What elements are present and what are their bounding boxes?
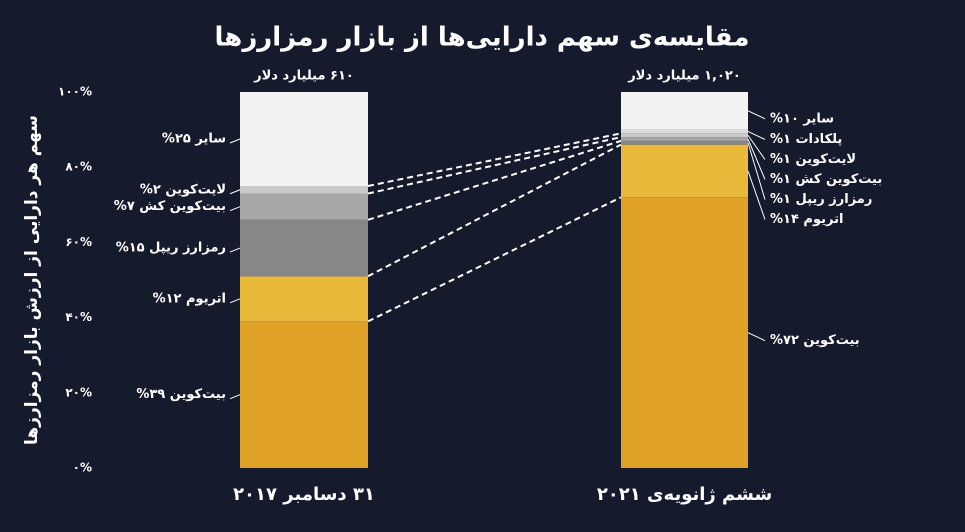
total-label: ۶۱۰ میلیارد دلار [253,69,354,84]
leader-line [747,332,766,342]
connector [367,196,622,323]
bar-segment [621,129,748,134]
data-label: رمزارز ریپل ۱۵% [116,241,226,256]
y-tick-label: ۸۰% [65,160,92,174]
bar-segment [240,219,368,277]
leader-line [229,298,241,304]
connector [367,136,622,195]
data-label: بیت‌کوین کش ۱% [770,172,882,187]
leader-line [747,142,766,200]
data-label: سایر ۱۰% [770,111,834,126]
bar-segment [240,276,368,322]
data-label: اتریوم ۱۴% [770,212,843,227]
data-label: بیت‌کوین کش ۷% [114,199,226,214]
y-axis-title: سهم هر دارایی از ارزش بازار رمزارزها [22,115,42,445]
bar-segment [621,197,748,468]
leader-line [747,110,766,120]
bar-segment [240,92,368,186]
bar-segment [621,137,748,141]
leader-line [229,247,241,253]
bar-segment [240,193,368,220]
connector [367,132,622,187]
chart-title: مقایسه‌ی سهم دارایی‌ها از بازار رمزارزها [215,23,750,53]
x-tick-label: ششم ژانویه‌ی ۲۰۲۱ [597,484,772,505]
connector [367,143,622,278]
data-label: بیت‌کوین ۳۹% [136,387,226,402]
bar-segment [621,140,748,145]
connector [367,139,622,221]
leader-line [229,189,241,195]
y-tick-label: ۶۰% [65,235,92,249]
data-label: لایت‌کوین ۱% [770,152,856,167]
data-label: اتریوم ۱۲% [153,291,226,306]
bar-segment [621,144,748,198]
y-tick-label: ۴۰% [65,310,92,324]
data-label: سایر ۲۵% [162,132,226,147]
leader-line [747,131,766,140]
y-tick-label: ۲۰% [65,385,92,399]
data-label: بیت‌کوین ۷۲% [770,333,860,348]
total-label: ۱,۰۲۰ میلیارد دلار [627,69,741,84]
leader-line [747,138,766,180]
leader-line [229,206,241,212]
y-tick-label: ۱۰۰% [58,85,92,99]
data-label: پلکادات ۱% [770,132,842,147]
leader-line [229,138,241,144]
bar-segment [621,92,748,130]
bar-segment [621,133,748,138]
leader-line [747,170,766,220]
x-tick-label: ۳۱ دسامبر ۲۰۱۷ [233,484,375,505]
data-label: لایت‌کوین ۲% [140,182,226,197]
leader-line [229,394,241,400]
leader-line [747,134,766,160]
bar-segment [240,321,368,468]
bar-segment [240,186,368,194]
data-label: رمزارز ریپل ۱% [770,192,872,207]
y-tick-label: ۰% [73,461,92,475]
